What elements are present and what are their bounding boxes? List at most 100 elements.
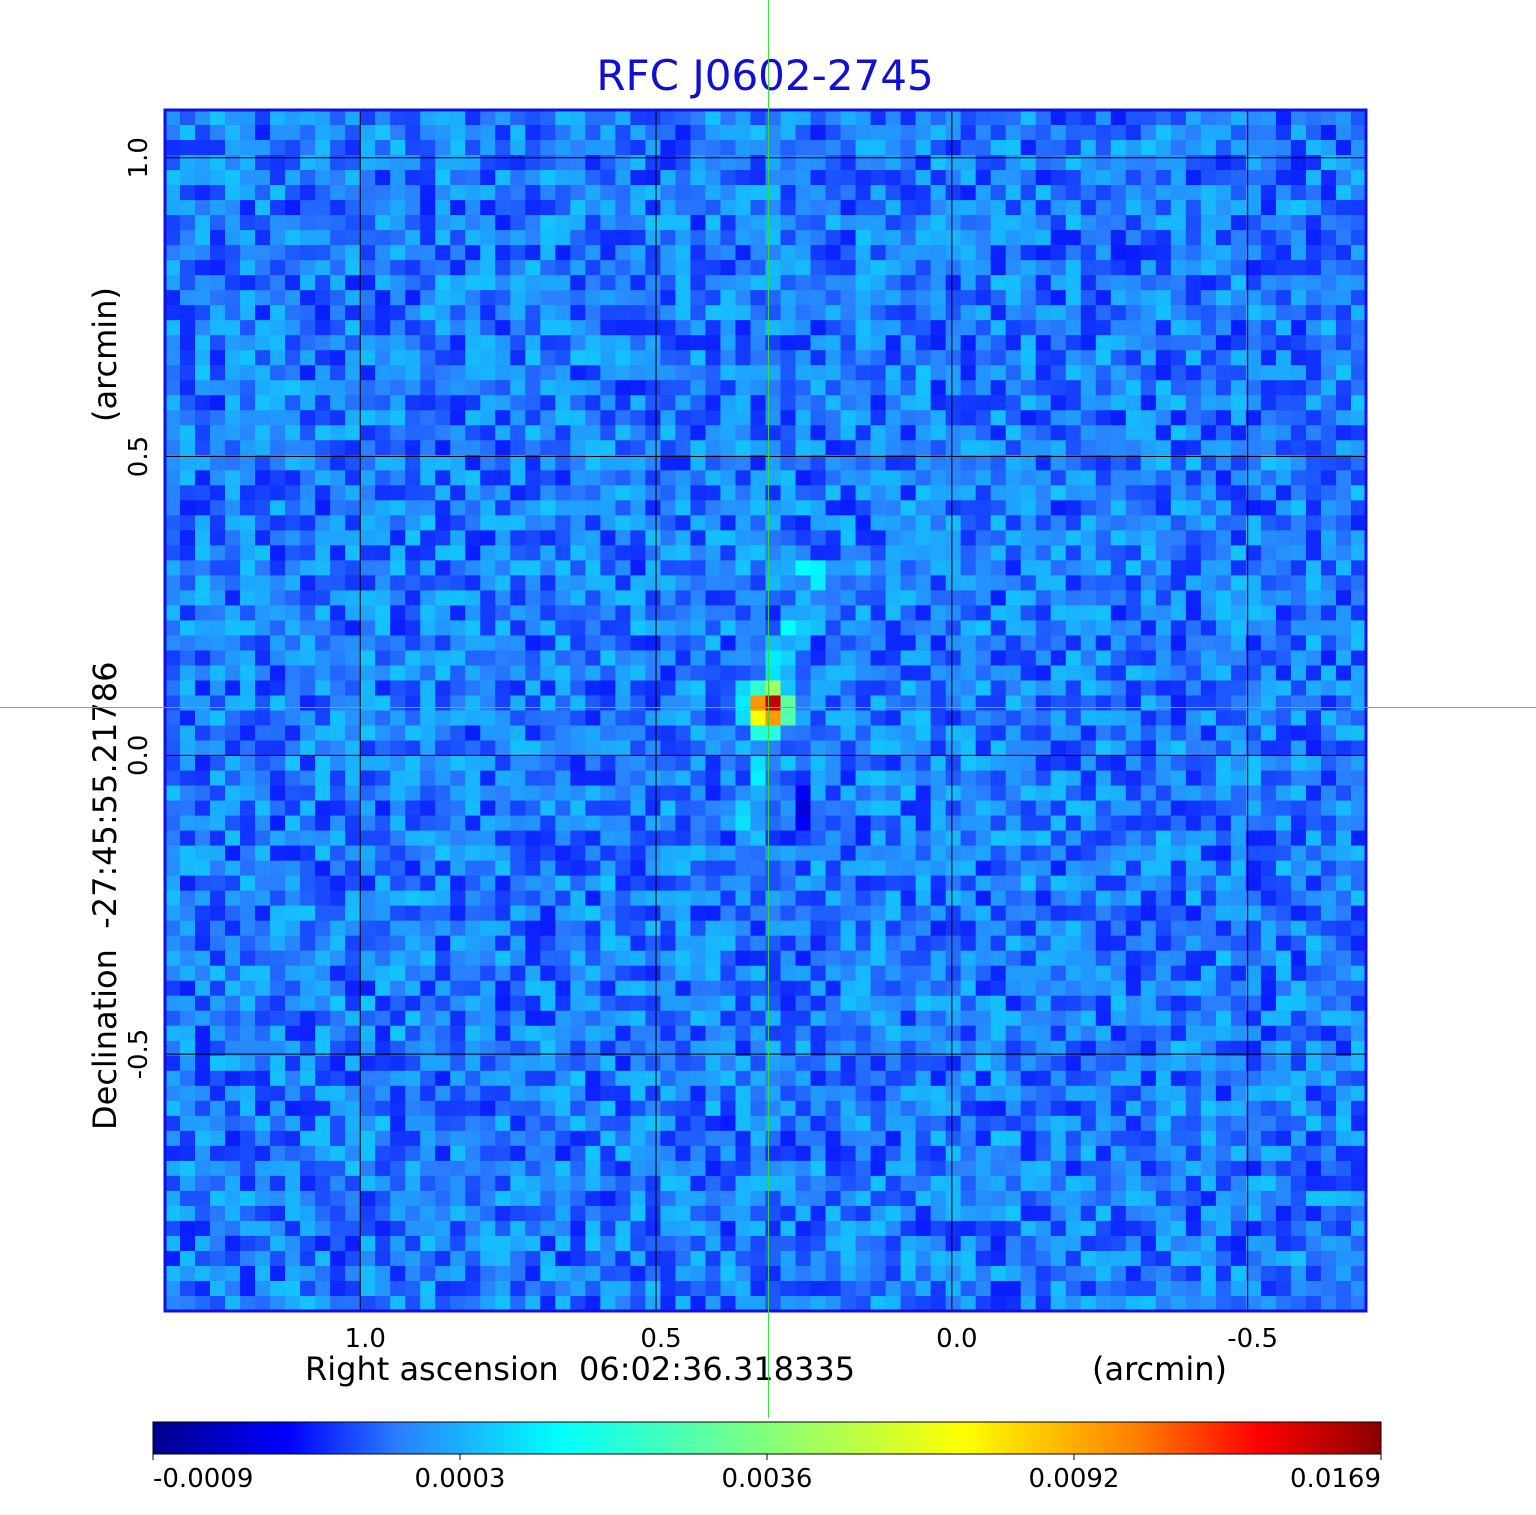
- heatmap-pixel: [510, 875, 526, 892]
- heatmap-pixel: [495, 365, 511, 381]
- heatmap-pixel: [1080, 695, 1097, 712]
- heatmap-pixel: [240, 1025, 256, 1042]
- heatmap-pixel: [285, 935, 301, 952]
- heatmap-pixel: [1035, 500, 1052, 516]
- heatmap-pixel: [840, 710, 857, 727]
- heatmap-pixel: [900, 260, 917, 276]
- heatmap-pixel: [615, 1010, 631, 1027]
- heatmap-pixel: [1335, 995, 1352, 1012]
- heatmap-pixel: [1065, 890, 1082, 907]
- heatmap-pixel: [225, 245, 241, 261]
- heatmap-pixel: [1110, 365, 1127, 381]
- heatmap-pixel: [330, 950, 346, 967]
- heatmap-pixel: [1065, 860, 1082, 877]
- heatmap-pixel: [360, 620, 376, 637]
- heatmap-pixel: [900, 365, 917, 381]
- heatmap-pixel: [1065, 380, 1082, 396]
- heatmap-pixel: [870, 335, 887, 351]
- heatmap-pixel: [435, 215, 451, 231]
- heatmap-pixel: [1215, 290, 1232, 306]
- heatmap-pixel: [420, 815, 436, 832]
- heatmap-pixel: [1065, 140, 1082, 156]
- heatmap-pixel: [660, 830, 677, 847]
- heatmap-pixel: [1065, 590, 1082, 607]
- heatmap-pixel: [375, 290, 391, 306]
- heatmap-pixel: [375, 725, 391, 742]
- heatmap-pixel: [375, 710, 391, 727]
- heatmap-pixel: [795, 590, 812, 607]
- heatmap-pixel: [1245, 995, 1262, 1012]
- heatmap-pixel: [735, 905, 752, 922]
- heatmap-pixel: [1050, 305, 1067, 321]
- heatmap-pixel: [630, 515, 646, 531]
- heatmap-pixel: [510, 380, 526, 396]
- heatmap-pixel: [675, 500, 692, 516]
- heatmap-pixel: [345, 185, 361, 201]
- heatmap-pixel: [1275, 380, 1292, 396]
- heatmap-pixel: [795, 440, 812, 456]
- heatmap-pixel: [690, 1025, 707, 1042]
- heatmap-pixel: [180, 290, 196, 306]
- heatmap-pixel: [1275, 995, 1292, 1012]
- heatmap-pixel: [630, 995, 646, 1012]
- heatmap-pixel: [660, 920, 677, 937]
- heatmap-pixel: [870, 1025, 887, 1042]
- heatmap-pixel: [405, 875, 421, 892]
- heatmap-pixel: [450, 305, 466, 321]
- heatmap-pixel: [1170, 395, 1187, 411]
- heatmap-pixel: [945, 830, 962, 847]
- heatmap-pixel: [360, 1010, 376, 1027]
- heatmap-pixel: [1155, 245, 1172, 261]
- heatmap-pixel: [750, 1010, 767, 1027]
- heatmap-pixel: [945, 290, 962, 306]
- heatmap-pixel: [765, 935, 782, 952]
- heatmap-pixel: [1305, 785, 1322, 802]
- heatmap-pixel: [510, 320, 526, 336]
- heatmap-pixel: [885, 785, 902, 802]
- heatmap-pixel: [360, 755, 376, 772]
- heatmap-pixel: [675, 395, 692, 411]
- heatmap-pixel: [1335, 140, 1352, 156]
- heatmap-pixel: [975, 500, 992, 516]
- heatmap-pixel: [780, 110, 797, 126]
- heatmap-pixel: [930, 170, 947, 186]
- heatmap-pixel: [390, 290, 406, 306]
- heatmap-pixel: [540, 965, 556, 982]
- heatmap-pixel: [975, 755, 992, 772]
- heatmap-pixel: [1275, 605, 1292, 622]
- heatmap-pixel: [1140, 695, 1157, 712]
- heatmap-pixel: [1125, 275, 1142, 291]
- heatmap-pixel: [210, 380, 226, 396]
- heatmap-pixel: [765, 410, 782, 426]
- heatmap-pixel: [900, 755, 917, 772]
- heatmap-pixel: [1260, 860, 1277, 877]
- heatmap-pixel: [645, 830, 662, 847]
- heatmap-pixel: [465, 740, 481, 757]
- heatmap-pixel: [720, 275, 737, 291]
- heatmap-pixel: [1335, 935, 1352, 952]
- heatmap-pixel: [960, 755, 977, 772]
- heatmap-pixel: [705, 350, 722, 366]
- heatmap-pixel: [525, 995, 541, 1012]
- heatmap-pixel: [1050, 740, 1067, 757]
- heatmap-pixel: [855, 950, 872, 967]
- heatmap-pixel: [270, 860, 286, 877]
- heatmap-pixel: [630, 140, 646, 156]
- heatmap-pixel: [525, 950, 541, 967]
- heatmap-pixel: [330, 785, 346, 802]
- heatmap-pixel: [270, 185, 286, 201]
- heatmap-pixel: [525, 245, 541, 261]
- heatmap-pixel: [645, 455, 662, 471]
- heatmap-pixel: [405, 350, 421, 366]
- heatmap-pixel: [720, 590, 737, 607]
- heatmap-pixel: [705, 830, 722, 847]
- heatmap-pixel: [1305, 215, 1322, 231]
- heatmap-pixel: [1290, 425, 1307, 441]
- heatmap-pixel: [1290, 245, 1307, 261]
- heatmap-pixel: [465, 920, 481, 937]
- heatmap-pixel: [1110, 635, 1127, 652]
- heatmap-pixel: [840, 845, 857, 862]
- heatmap-pixel: [1185, 935, 1202, 952]
- heatmap-pixel: [720, 695, 737, 712]
- heatmap-pixel: [1275, 470, 1292, 486]
